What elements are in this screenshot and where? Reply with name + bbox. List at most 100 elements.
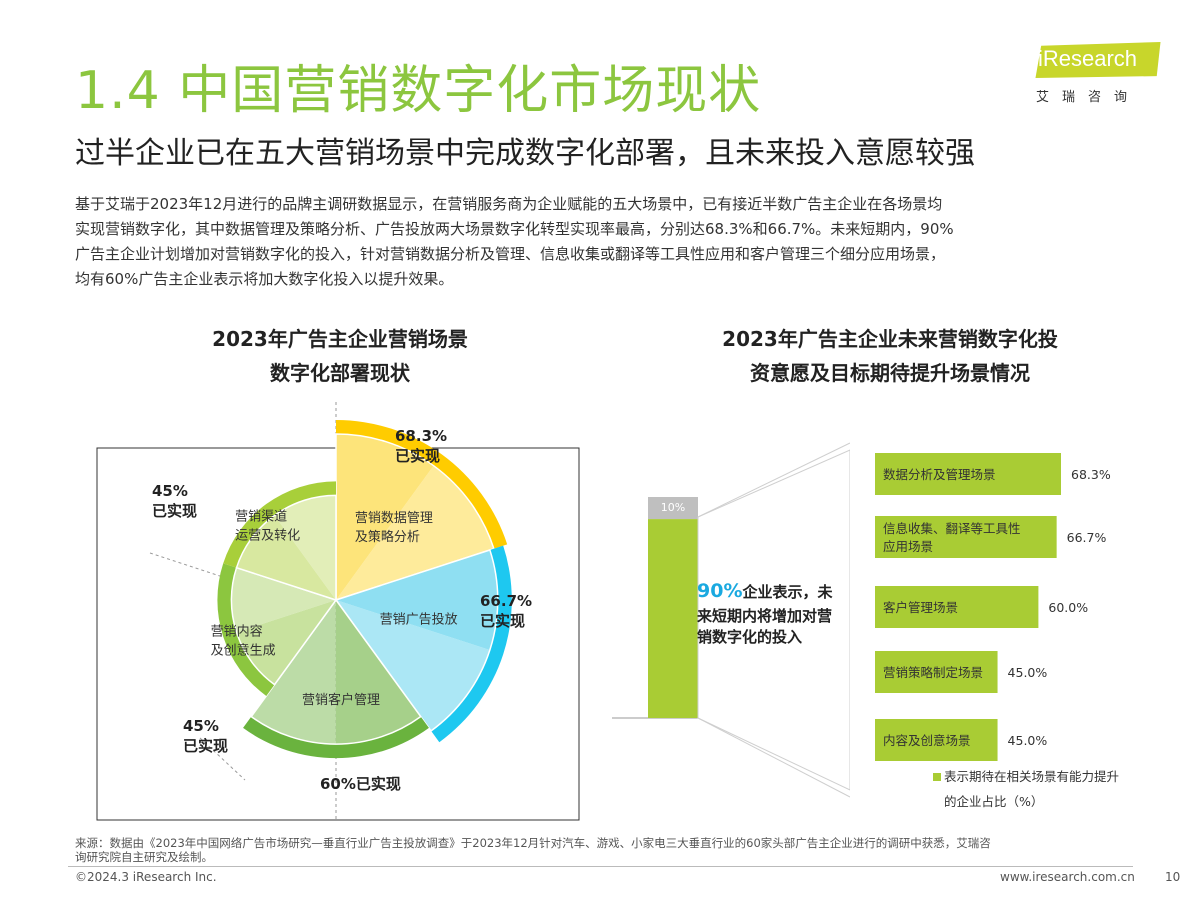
bar-category-label: 应用场景 bbox=[883, 539, 933, 554]
stack-highlight-line: 销数字化的投入 bbox=[697, 628, 802, 646]
slice-value-label: 已实现 bbox=[395, 447, 440, 465]
slice-value-label: 已实现 bbox=[480, 612, 525, 630]
copyright-text: ©2024.3 iResearch Inc. bbox=[75, 870, 217, 884]
slice-value-label: 60%已实现 bbox=[320, 775, 401, 793]
summary-line: 广告主企业计划增加对营销数字化的投入，针对营销数据分析及管理、信息收集或翻译等工… bbox=[75, 245, 946, 263]
radial-deployment-chart: 营销数据管理及策略分析68.3%已实现营销广告投放66.7%已实现营销客户管理6… bbox=[96, 402, 580, 821]
source-line: 来源：数据由《2023年中国网络广告市场研究—垂直行业广告主投放调查》于2023… bbox=[75, 836, 991, 850]
slice-category-label: 及策略分析 bbox=[355, 529, 420, 545]
logo-cn-text: 艾瑞咨询 bbox=[1036, 90, 1141, 105]
bar bbox=[875, 719, 998, 761]
left-chart-title: 2023年广告主企业营销场景 数字化部署现状 bbox=[150, 322, 530, 390]
slice-value-label: 45% bbox=[152, 482, 188, 500]
slice-category-label: 营销渠道 bbox=[235, 510, 287, 525]
bar-value-label: 45.0% bbox=[1008, 733, 1048, 748]
legend-swatch bbox=[933, 773, 941, 781]
website-link[interactable]: www.iresearch.com.cn bbox=[1000, 870, 1135, 884]
bar bbox=[875, 586, 1039, 628]
axis-line bbox=[199, 737, 246, 781]
rose-slice-rim bbox=[223, 481, 336, 568]
rose-slice-fill bbox=[336, 434, 434, 600]
zoom-guide-line bbox=[697, 442, 851, 518]
right-chart-title: 2023年广告主企业未来营销数字化投 资意愿及目标期待提升场景情况 bbox=[665, 322, 1115, 390]
left-chart-title-line: 2023年广告主企业营销场景 bbox=[212, 327, 468, 351]
logo-brand-text: iResearch bbox=[1038, 46, 1138, 71]
rose-slice-fill bbox=[336, 600, 421, 745]
stack-rest-segment bbox=[648, 497, 698, 520]
slice-category-label: 营销内容 bbox=[211, 624, 263, 640]
bar-category-label: 内容及创意场景 bbox=[883, 733, 971, 748]
bar bbox=[875, 453, 1061, 495]
summary-line: 实现营销数字化，其中数据管理及策略分析、广告投放两大场景数字化转型实现率最高，分… bbox=[75, 220, 954, 238]
rose-slice-fill bbox=[336, 600, 490, 731]
slice-category-label: 营销数据管理 bbox=[355, 511, 433, 526]
rose-slice-border bbox=[250, 598, 422, 745]
zoom-guide-line bbox=[697, 717, 851, 798]
rose-slice-fill bbox=[336, 550, 498, 650]
right-chart-title-line: 资意愿及目标期待提升场景情况 bbox=[750, 361, 1030, 385]
page-title: 1.4 中国营销数字化市场现状 bbox=[75, 61, 762, 121]
stack-highlight-line: 来短期内将增加对营 bbox=[696, 607, 832, 625]
stack-highlight-line: 企业表示，未 bbox=[741, 583, 833, 601]
slice-category-label: 营销广告投放 bbox=[380, 611, 458, 627]
bar-value-label: 45.0% bbox=[1008, 665, 1048, 680]
bar-category-label: 营销策略制定场景 bbox=[883, 665, 983, 680]
legend-label: 表示期待在相关场景有能力提升 bbox=[944, 769, 1119, 784]
source-line: 询研究院自主研究及绘制。 bbox=[75, 850, 213, 864]
iresearch-logo: iResearch 艾瑞咨询 bbox=[1032, 40, 1167, 110]
zoom-guide-cover bbox=[850, 443, 875, 797]
slice-value-label: 66.7% bbox=[480, 592, 532, 610]
rose-slice-fill bbox=[274, 495, 336, 600]
stack-highlight-segment bbox=[648, 519, 698, 718]
rose-slice-fill bbox=[336, 465, 494, 600]
rose-slice-border bbox=[230, 566, 338, 686]
bar bbox=[875, 651, 998, 693]
slice-value-label: 已实现 bbox=[152, 502, 197, 520]
page-number: 10 bbox=[1165, 870, 1181, 884]
logo-badge bbox=[1035, 42, 1161, 78]
page-subtitle: 过半企业已在五大营销场景中完成数字化部署，且未来投入意愿较强 bbox=[75, 136, 975, 171]
axis-line bbox=[149, 552, 227, 579]
bar-value-label: 66.7% bbox=[1067, 530, 1107, 545]
slice-value-label: 45% bbox=[183, 717, 219, 735]
slice-category-label: 及创意生成 bbox=[211, 643, 276, 659]
rose-slice-rim bbox=[217, 563, 275, 696]
rose-slice-border bbox=[335, 433, 495, 602]
summary-line: 均有60%广告主企业表示将加大数字化投入以提升效果。 bbox=[75, 270, 454, 288]
rose-slice-rim bbox=[431, 545, 512, 743]
right-chart-title-line: 2023年广告主企业未来营销数字化投 bbox=[722, 327, 1058, 351]
rose-slice-fill bbox=[231, 567, 336, 633]
stack-highlight-value: 90% bbox=[697, 580, 742, 602]
rose-slice-rim bbox=[243, 716, 429, 759]
bar-category-label: 数据分析及管理场景 bbox=[883, 467, 996, 482]
rose-slice-border bbox=[334, 549, 499, 732]
slice-category-label: 运营及转化 bbox=[235, 529, 300, 544]
slice-value-label: 已实现 bbox=[183, 737, 228, 755]
rose-slice-fill bbox=[236, 515, 336, 600]
bar-category-label: 客户管理场景 bbox=[883, 600, 958, 615]
rose-slice-border bbox=[235, 494, 337, 602]
bar-category-label: 信息收集、翻译等工具性 bbox=[883, 521, 1021, 536]
rose-slice-rim bbox=[336, 420, 508, 549]
footer-divider bbox=[68, 866, 1133, 867]
rose-slice-fill bbox=[251, 600, 336, 745]
slice-value-label: 68.3% bbox=[395, 427, 447, 445]
bar bbox=[875, 516, 1057, 558]
legend-label: 的企业占比（%） bbox=[944, 794, 1043, 809]
stack-rest-label: 10% bbox=[661, 501, 685, 514]
source-note: 来源：数据由《2023年中国网络广告市场研究—垂直行业广告主投放调查》于2023… bbox=[75, 836, 1140, 864]
rose-slice-fill bbox=[236, 600, 336, 685]
stack-highlight-text: 90%企业表示，未 bbox=[697, 580, 833, 602]
rose-slice: 营销客户管理 60%已实现 bbox=[243, 598, 429, 793]
summary-paragraph: 基于艾瑞于2023年12月进行的品牌主调研数据显示，在营销服务商为企业赋能的五大… bbox=[75, 192, 1165, 292]
bar-value-label: 60.0% bbox=[1048, 600, 1088, 615]
logo-badge-shape bbox=[1035, 42, 1161, 78]
slice-category-label: 营销客户管理 bbox=[302, 692, 380, 708]
summary-line: 基于艾瑞于2023年12月进行的品牌主调研数据显示，在营销服务商为企业赋能的五大… bbox=[75, 195, 943, 213]
bar-value-label: 68.3% bbox=[1071, 467, 1111, 482]
left-chart-title-line: 数字化部署现状 bbox=[270, 361, 410, 385]
